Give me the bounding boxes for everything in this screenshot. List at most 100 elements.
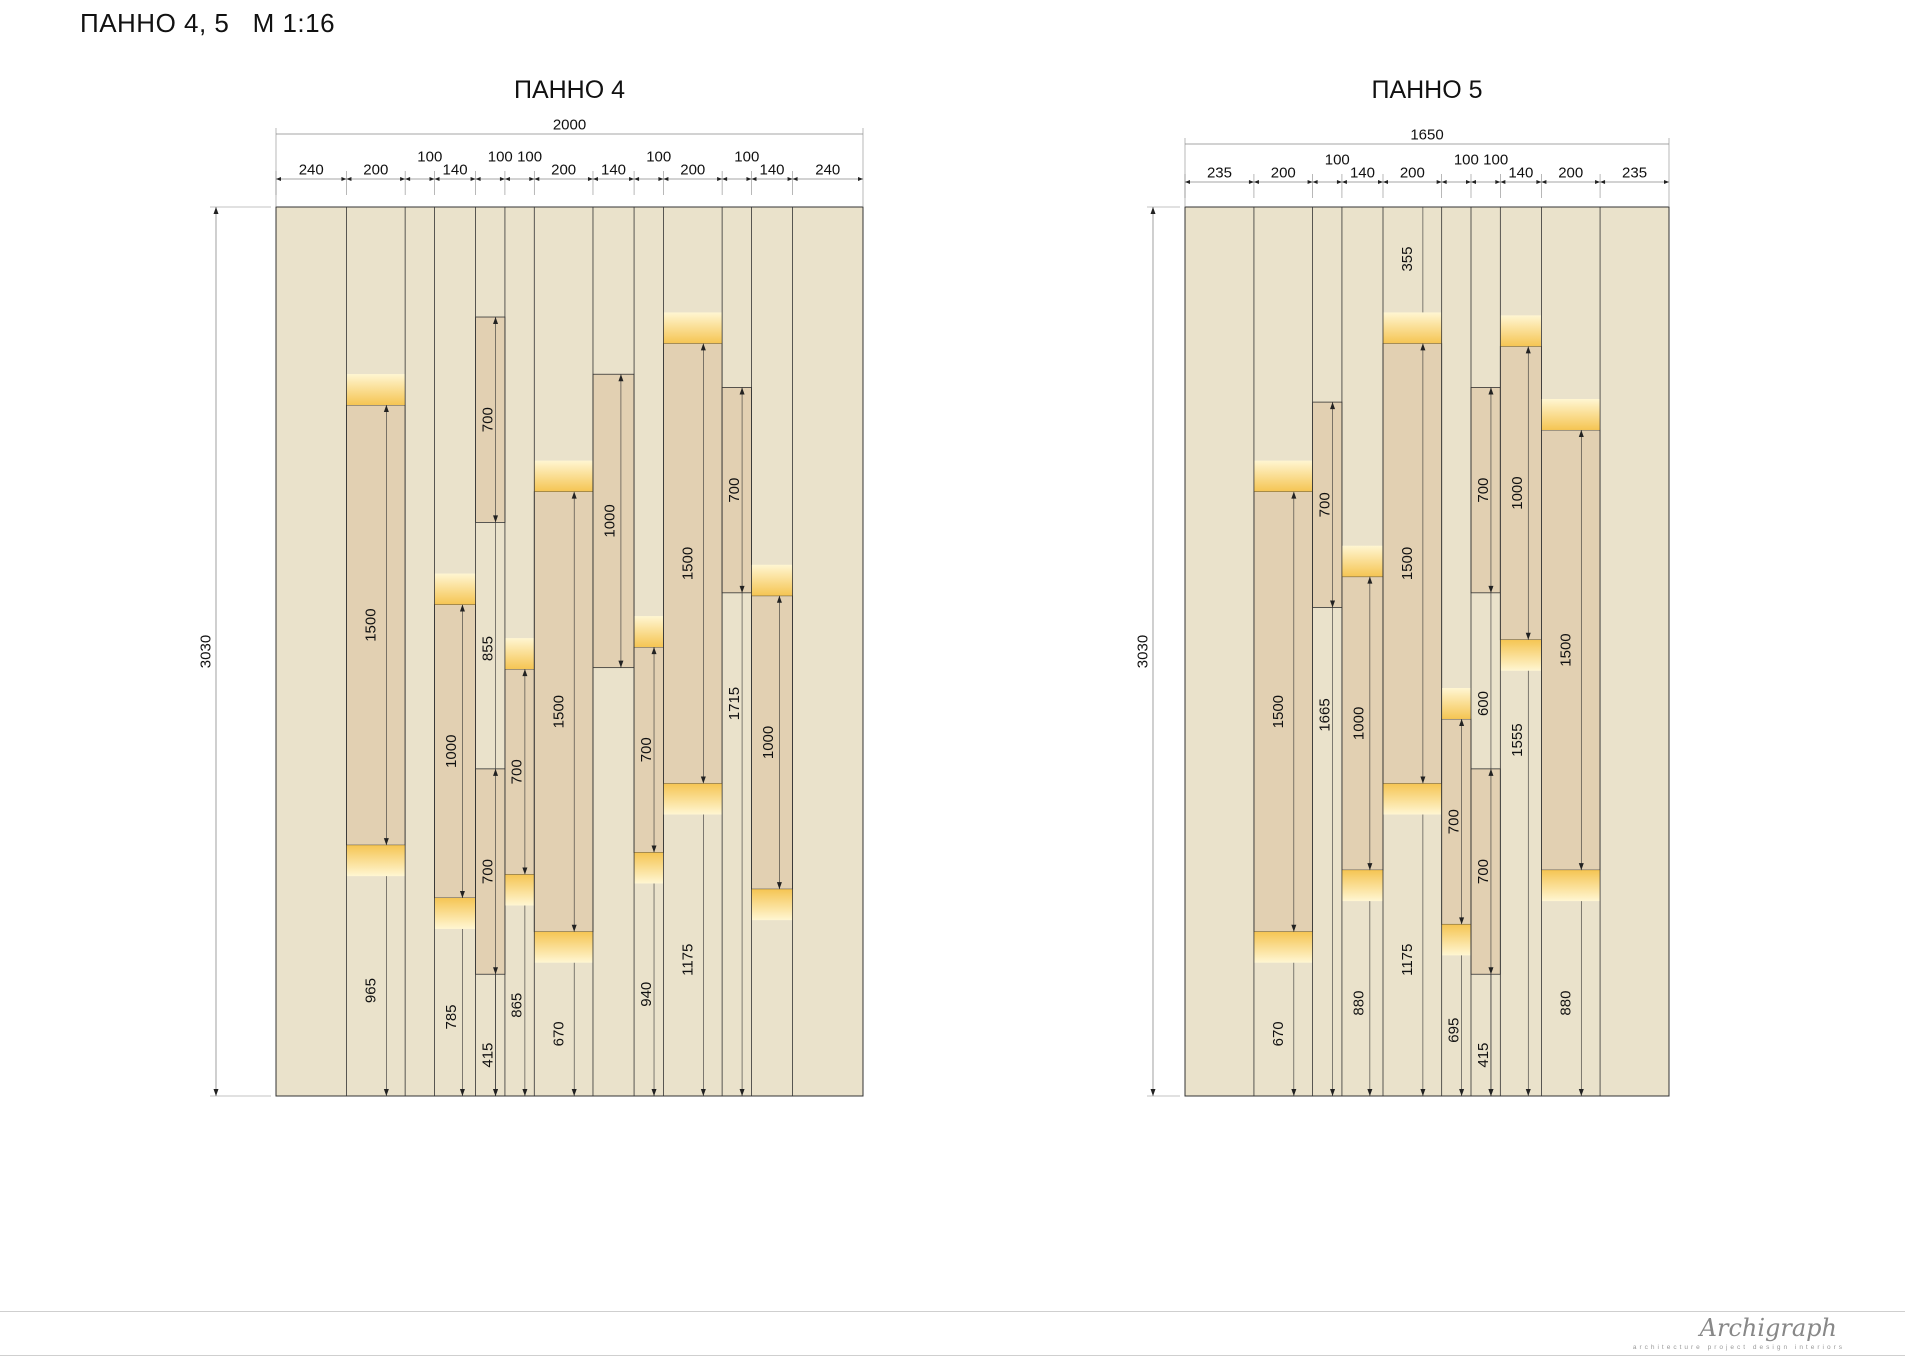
slat-offset-label: 940 bbox=[638, 982, 655, 1007]
slat-length-label: 700 bbox=[1316, 492, 1333, 517]
slat-body bbox=[751, 595, 793, 890]
slat-length-label: 1000 bbox=[1509, 476, 1526, 509]
dimension-arrow bbox=[1291, 924, 1297, 932]
slat-offset-label: 670 bbox=[1270, 1021, 1287, 1046]
led-light-bottom bbox=[1441, 924, 1471, 956]
led-light-top bbox=[534, 460, 593, 492]
dimension-arrow bbox=[1459, 1089, 1465, 1096]
dimension-arrow bbox=[1488, 967, 1494, 975]
led-light-bottom bbox=[346, 845, 406, 877]
dimension-arrow bbox=[1595, 180, 1601, 184]
led-light-bottom bbox=[1541, 870, 1601, 902]
dimension-arrow bbox=[1664, 180, 1669, 184]
dimension-arrow bbox=[1488, 1089, 1494, 1096]
dimension-arrow bbox=[1420, 343, 1426, 351]
slat: 1500 1175 bbox=[663, 312, 723, 1096]
dimension-arrow bbox=[651, 1089, 657, 1096]
dimension-arrow bbox=[792, 177, 798, 181]
dimension-arrow bbox=[383, 1089, 389, 1096]
dimension-arrow bbox=[534, 177, 540, 181]
dimension-arrow bbox=[700, 776, 706, 784]
led-light-bottom bbox=[1383, 783, 1442, 815]
column-width-label: 100 bbox=[1483, 152, 1508, 169]
dimension-arrow bbox=[1525, 632, 1531, 640]
led-light-bottom bbox=[1500, 639, 1542, 671]
dimension-arrow bbox=[1578, 1089, 1584, 1096]
dimension-arrow bbox=[383, 838, 389, 846]
slat-length-label: 700 bbox=[479, 859, 496, 884]
slat-length-label: 1000 bbox=[1351, 707, 1368, 740]
slat: 700 855 bbox=[475, 316, 506, 1096]
brand-logo: Archigraph architecture project design i… bbox=[1633, 1314, 1845, 1354]
slat-offset-label: 670 bbox=[550, 1021, 567, 1046]
slat: 700 415 bbox=[475, 768, 506, 1096]
dimension-arrow bbox=[1253, 180, 1259, 184]
slat: 1500 965 bbox=[346, 374, 406, 1096]
dimension-arrow bbox=[346, 177, 352, 181]
dimension-arrow bbox=[658, 177, 664, 181]
led-light-top bbox=[1341, 545, 1383, 577]
dimension-arrow bbox=[1578, 863, 1584, 871]
dimension-arrow bbox=[504, 177, 510, 181]
slat-body bbox=[663, 343, 723, 784]
dimension-arrow bbox=[1150, 1089, 1156, 1096]
dimension-arrow bbox=[1341, 180, 1347, 184]
slat-body bbox=[475, 768, 506, 975]
dimension-arrow bbox=[1459, 718, 1465, 726]
slat-length-label: 1000 bbox=[443, 735, 460, 768]
slat-offset-label: 695 bbox=[1445, 1018, 1462, 1043]
slat: 700 600 bbox=[1470, 387, 1501, 1096]
dimension-arrow bbox=[522, 669, 528, 677]
slat-offset-label: 600 bbox=[1475, 691, 1492, 716]
column-width-label: 200 bbox=[551, 162, 576, 179]
dimension-arrow bbox=[1459, 917, 1465, 925]
dimension-arrow bbox=[1378, 180, 1383, 184]
dimension-arrow bbox=[1291, 491, 1297, 499]
logo-signature: Archigraph bbox=[1699, 1314, 1837, 1342]
slat-length-label: 700 bbox=[509, 759, 526, 784]
led-light-top bbox=[663, 312, 723, 344]
panel-5: ПАННО 5 1500 670 700 1665 1000 880 1500 1175 355 7… bbox=[1135, 76, 1670, 1097]
slat: 1000 bbox=[751, 564, 793, 921]
dimension-arrow bbox=[276, 177, 281, 181]
dimension-arrow bbox=[493, 1089, 499, 1096]
dimension-arrow bbox=[1466, 180, 1471, 184]
dimension-arrow bbox=[1525, 1089, 1531, 1096]
dimension-arrow bbox=[475, 177, 481, 181]
dimension-arrow bbox=[571, 491, 577, 499]
column-width-label: 235 bbox=[1207, 165, 1232, 182]
dimension-arrow bbox=[1367, 1089, 1373, 1096]
column-width-label: 100 bbox=[1454, 152, 1479, 169]
dimension-arrow bbox=[522, 1089, 528, 1096]
dimension-arrow bbox=[1488, 585, 1494, 593]
dimension-arrow bbox=[776, 595, 782, 603]
dimension-arrow bbox=[341, 177, 347, 181]
dimension-arrow bbox=[787, 177, 793, 181]
dimension-arrow bbox=[739, 585, 745, 593]
dimension-arrow bbox=[493, 768, 499, 776]
slat: 1000 bbox=[592, 373, 635, 669]
dimension-arrow bbox=[1330, 1089, 1336, 1096]
column-width-label: 240 bbox=[299, 162, 324, 179]
dimension-arrow bbox=[1495, 180, 1501, 184]
dimension-arrow bbox=[592, 177, 598, 181]
column-width-label: 100 bbox=[1325, 152, 1350, 169]
slat-length-label: 700 bbox=[1475, 859, 1492, 884]
slat-body bbox=[504, 668, 535, 875]
dimension-arrow bbox=[522, 867, 528, 875]
slat-offset-label: 855 bbox=[479, 636, 496, 661]
column-width-label: 200 bbox=[1400, 165, 1425, 182]
dimension-arrow bbox=[213, 1089, 219, 1096]
dimension-arrow bbox=[499, 177, 505, 181]
slat: 1000 1555 bbox=[1499, 315, 1542, 1096]
dimension-arrow bbox=[629, 177, 635, 181]
dimension-arrow bbox=[1336, 180, 1342, 184]
slat-body bbox=[1312, 401, 1343, 608]
slat: 1500 670 bbox=[1253, 460, 1314, 1096]
panel-title: ПАННО 5 bbox=[1371, 76, 1482, 104]
dimension-arrow bbox=[1312, 180, 1318, 184]
slat-length-label: 700 bbox=[638, 737, 655, 762]
slat-length-label: 700 bbox=[1445, 809, 1462, 834]
dimension-arrow bbox=[383, 405, 389, 413]
dimension-arrow bbox=[1525, 346, 1531, 354]
